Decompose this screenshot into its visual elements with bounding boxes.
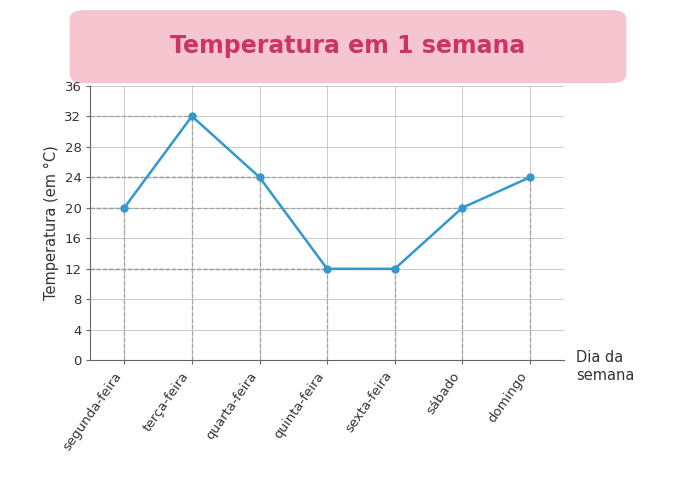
Text: Temperatura em 1 semana: Temperatura em 1 semana (171, 34, 525, 58)
Text: Dia da
semana: Dia da semana (576, 350, 635, 383)
FancyBboxPatch shape (70, 10, 626, 83)
Y-axis label: Temperatura (em °C): Temperatura (em °C) (44, 146, 59, 300)
